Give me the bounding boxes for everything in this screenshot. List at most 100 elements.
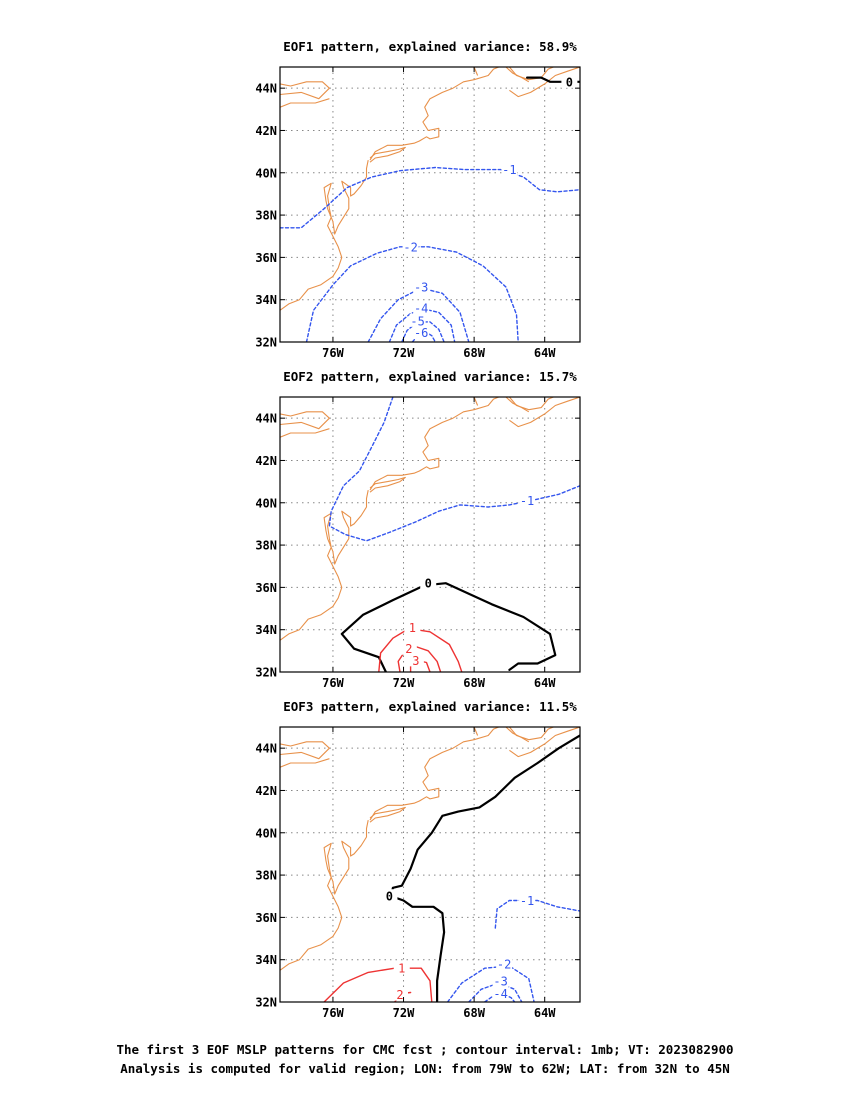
coastline [369, 476, 406, 493]
figure-caption-line-2: Analysis is computed for valid region; L… [120, 1061, 730, 1076]
y-tick-label: 42N [255, 124, 277, 138]
map-frame [279, 396, 581, 673]
contour-label: -3 [493, 974, 507, 988]
y-tick-label: 32N [255, 336, 277, 350]
coastline [508, 397, 554, 411]
contour-label: 1 [409, 621, 416, 635]
coastline [369, 146, 406, 163]
coastline [280, 741, 330, 760]
coastline [280, 411, 330, 430]
contour-label: 1 [398, 962, 405, 976]
contour-label: 2 [405, 642, 412, 656]
y-tick-label: 38N [255, 539, 277, 553]
coastline [369, 806, 406, 823]
x-tick-label: 72W [393, 676, 415, 690]
y-tick-label: 40N [255, 166, 277, 180]
coastline [280, 819, 369, 971]
x-tick-label: 64W [534, 1006, 556, 1020]
x-tick-label: 76W [322, 676, 344, 690]
coastline [280, 489, 369, 641]
contour-label: -2 [403, 240, 417, 254]
y-tick-label: 40N [255, 496, 277, 510]
coastline [369, 397, 500, 491]
x-tick-label: 68W [463, 346, 485, 360]
eof1-panel-title: EOF1 pattern, explained variance: 58.9% [283, 39, 577, 54]
contour-label-bg [393, 961, 410, 975]
coastline [280, 98, 330, 108]
coastline [280, 428, 330, 438]
y-tick-label: 36N [255, 581, 277, 595]
eof3-panel-title: EOF3 pattern, explained variance: 11.5% [283, 699, 577, 714]
coastline [505, 727, 530, 743]
x-tick-label: 68W [463, 1006, 485, 1020]
y-tick-label: 34N [255, 953, 277, 967]
coastline [473, 727, 479, 736]
contour-zero-0 [340, 582, 557, 672]
contour-negative-1 [328, 397, 580, 542]
contour-label: 0 [386, 890, 393, 904]
contour-label: -1 [520, 894, 534, 908]
y-tick-label: 38N [255, 209, 277, 223]
contour-label: -6 [414, 326, 428, 340]
eof3-panel: EOF3 pattern, explained variance: 11.5% 0… [255, 699, 581, 1020]
coastline [509, 397, 580, 428]
contour-label: -4 [493, 987, 507, 1001]
x-tick-label: 76W [322, 346, 344, 360]
contour-label-bg [496, 956, 513, 970]
contour-label-bg [381, 889, 398, 903]
y-tick-label: 34N [255, 293, 277, 307]
y-tick-label: 36N [255, 251, 277, 265]
contour-label: -1 [502, 163, 516, 177]
coastline [505, 397, 530, 413]
coastline [473, 397, 479, 406]
contour-label-bg [420, 576, 437, 590]
map-frame [279, 66, 581, 343]
contour-label-bg [402, 239, 419, 253]
contour-label: -5 [410, 314, 424, 328]
y-tick-label: 36N [255, 911, 277, 925]
eof1-panel: EOF1 pattern, explained variance: 58.9% 0… [255, 39, 581, 360]
contour-label-bg [400, 641, 417, 655]
y-tick-label: 40N [255, 826, 277, 840]
contour-label-bg [519, 493, 536, 507]
x-tick-label: 72W [393, 346, 415, 360]
eof-figure: EOF1 pattern, explained variance: 58.9% 0… [255, 39, 581, 1020]
contour-label-bg [413, 280, 430, 293]
contour-positive-1 [323, 967, 433, 1002]
coastline [505, 67, 530, 83]
contour-label: 0 [425, 577, 432, 591]
x-tick-label: 68W [463, 676, 485, 690]
coastline [280, 758, 330, 768]
y-tick-label: 34N [255, 623, 277, 637]
contour-label-bg [404, 620, 421, 634]
contour-label: 2 [396, 988, 403, 1002]
y-tick-label: 44N [255, 742, 277, 756]
x-tick-label: 72W [393, 1006, 415, 1020]
y-tick-label: 32N [255, 996, 277, 1010]
contour-label-bg [519, 893, 536, 907]
coastline [473, 67, 479, 76]
contour-negative-1 [280, 166, 580, 229]
contour-label-bg [501, 162, 518, 176]
contour-label: -3 [414, 281, 428, 295]
contour-label-bg [413, 325, 430, 339]
y-tick-label: 42N [255, 454, 277, 468]
contour-label: 0 [566, 75, 573, 89]
y-tick-label: 44N [255, 412, 277, 426]
contour-label-bg [492, 986, 509, 1000]
contour-zero-0 [390, 734, 580, 1002]
eof2-panel: EOF2 pattern, explained variance: 15.7% -… [255, 369, 581, 690]
figure-caption-line-1: The first 3 EOF MSLP patterns for CMC fc… [116, 1042, 734, 1057]
coastline [509, 727, 580, 758]
coastline [369, 727, 500, 821]
contour-label-bg [413, 301, 430, 315]
coastline [369, 67, 500, 161]
contour-label: -4 [414, 302, 428, 316]
coastline [508, 727, 554, 741]
x-tick-label: 64W [534, 346, 556, 360]
y-tick-label: 38N [255, 869, 277, 883]
x-tick-label: 64W [534, 676, 556, 690]
eof2-panel-title: EOF2 pattern, explained variance: 15.7% [283, 369, 577, 384]
y-tick-label: 32N [255, 666, 277, 680]
y-tick-label: 44N [255, 82, 277, 96]
